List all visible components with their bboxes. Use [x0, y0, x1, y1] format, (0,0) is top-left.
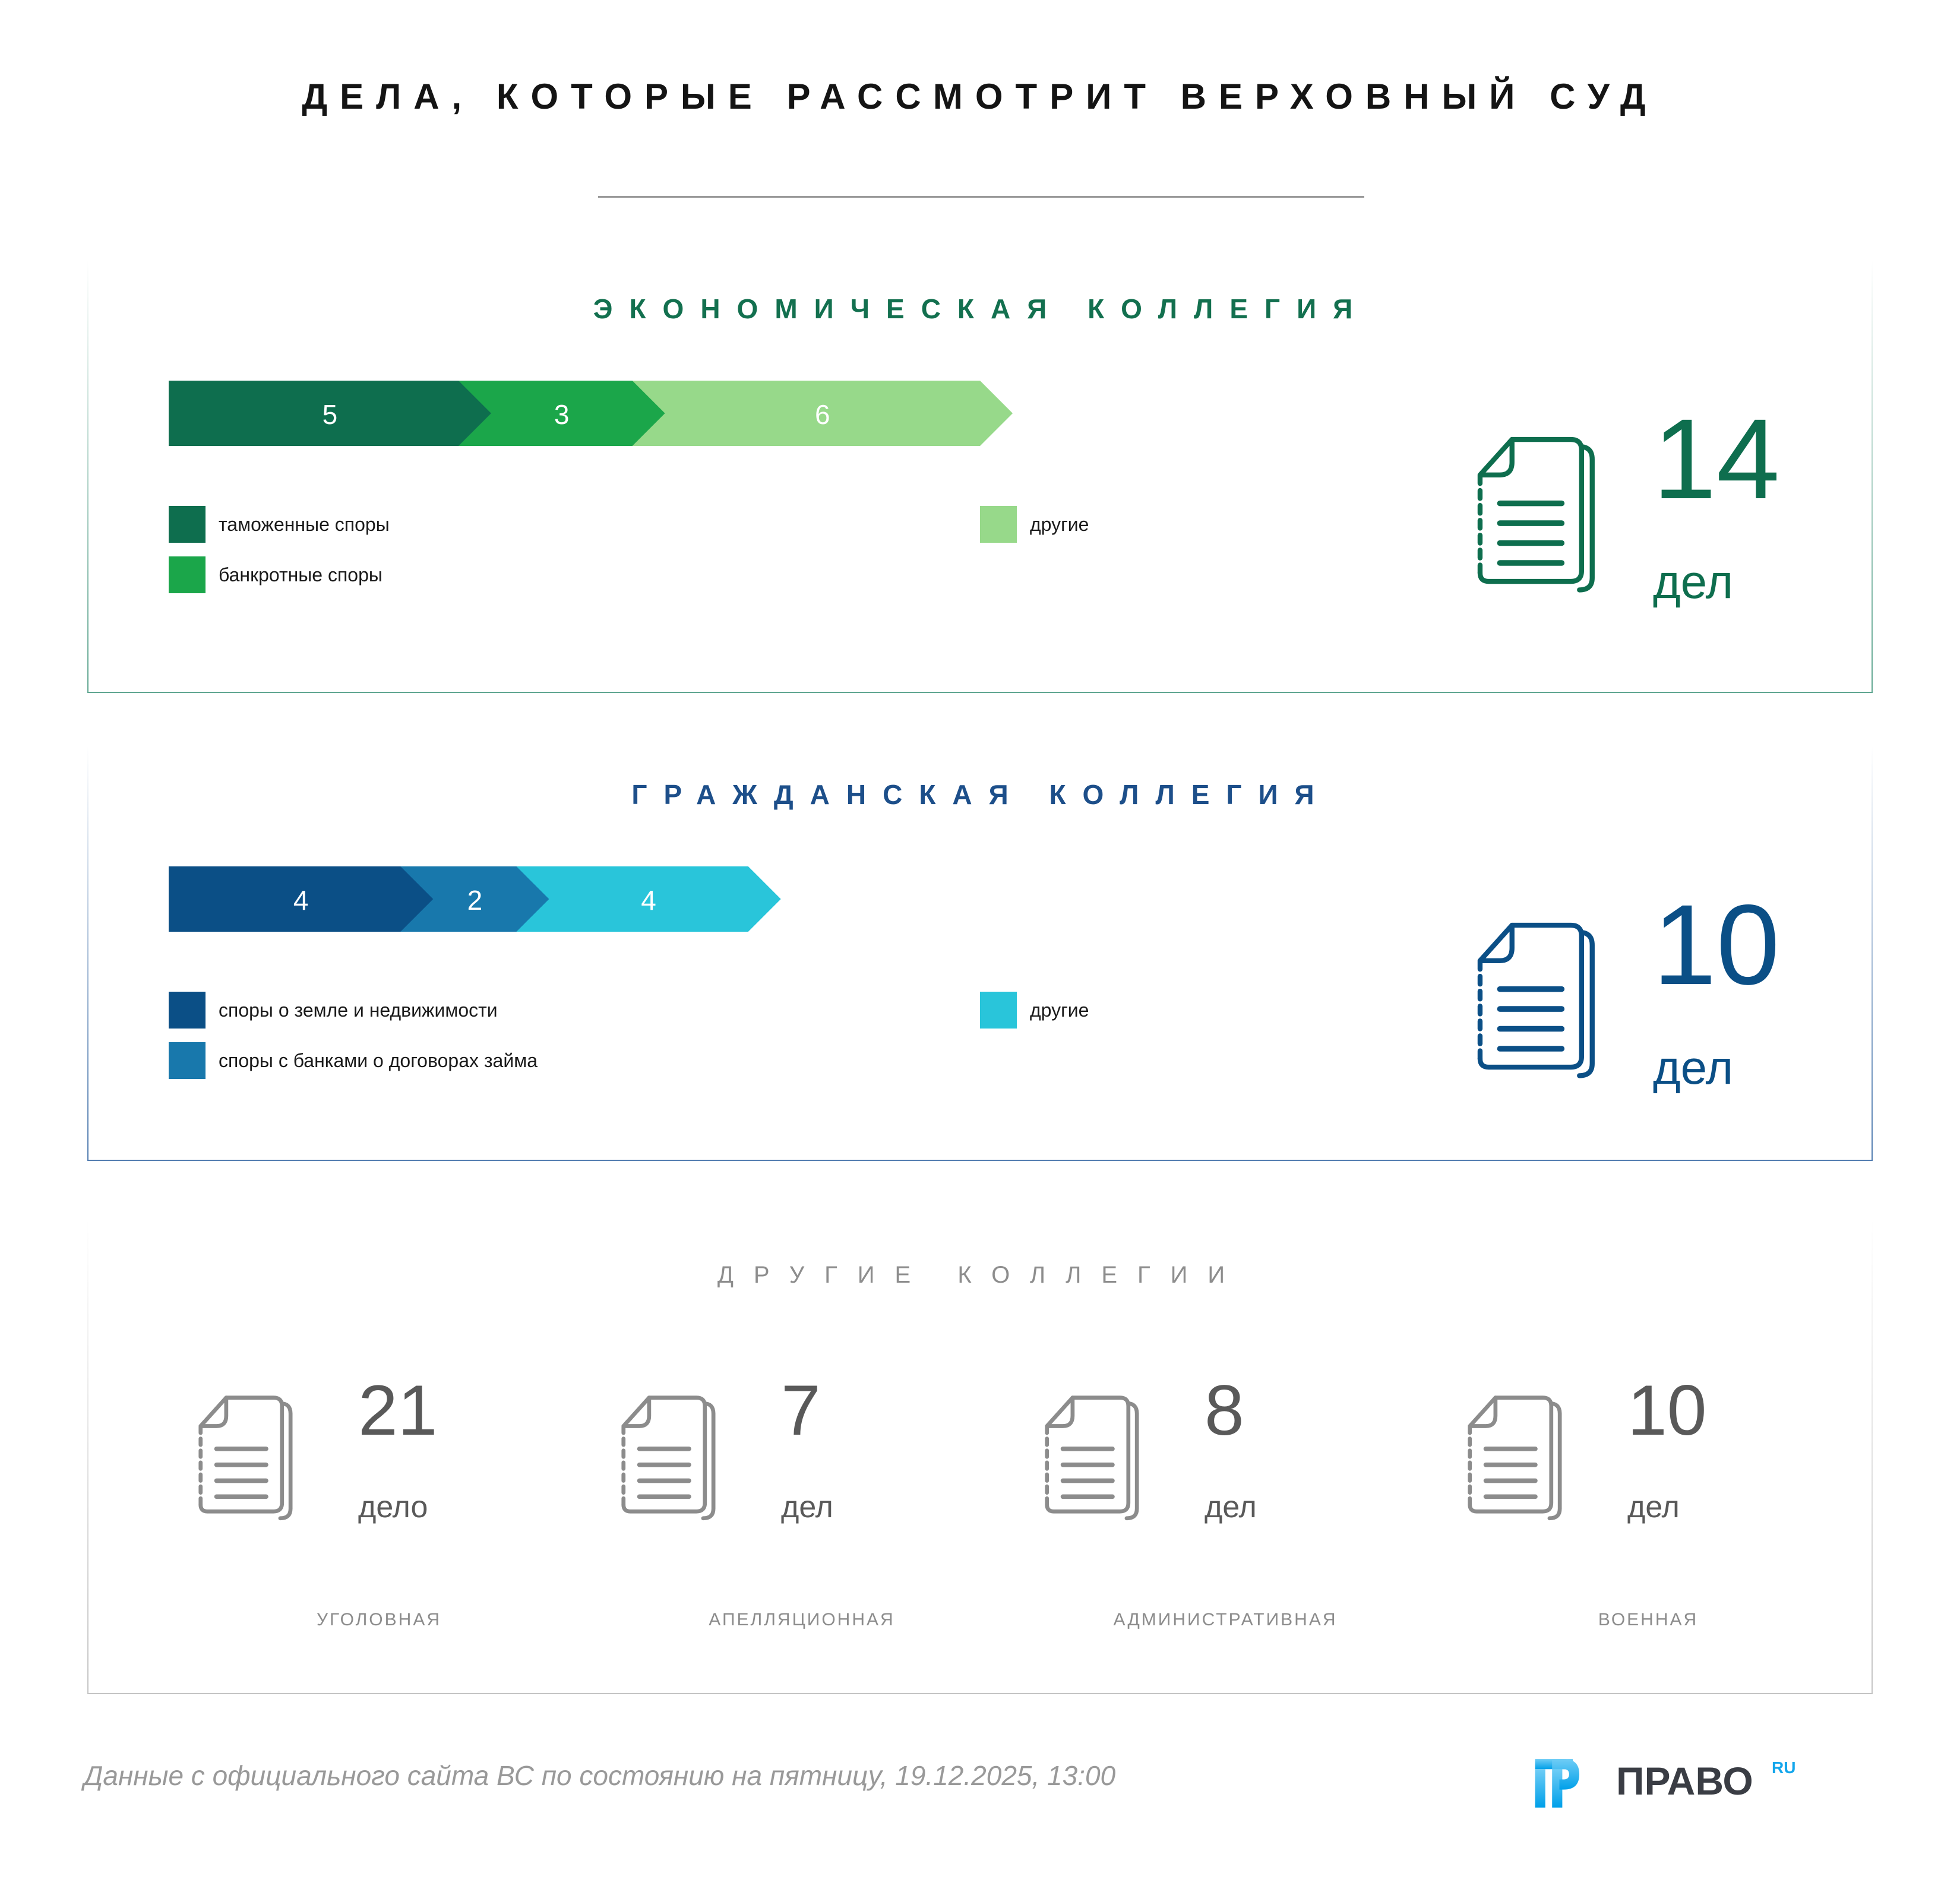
svg-text:4: 4 — [641, 885, 656, 916]
svg-text:4: 4 — [293, 885, 309, 916]
svg-text:2: 2 — [467, 885, 483, 916]
svg-text:3: 3 — [554, 399, 570, 430]
svg-text:6: 6 — [815, 399, 830, 430]
svg-text:5: 5 — [323, 399, 338, 430]
